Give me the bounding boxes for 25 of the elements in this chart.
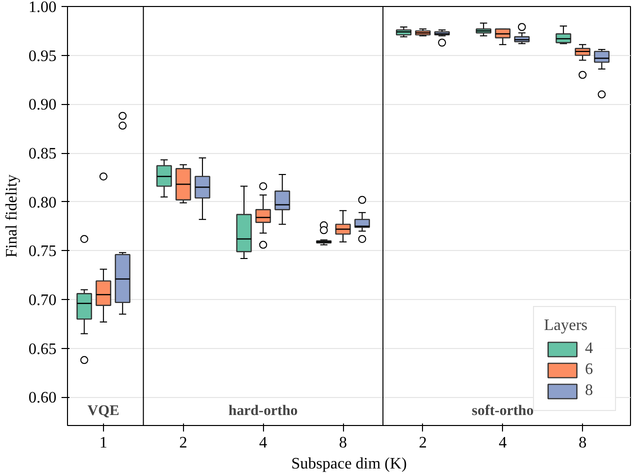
legend-title: Layers <box>544 317 589 335</box>
x-tick-label: 8 <box>339 434 348 452</box>
legend-label: 4 <box>585 340 594 358</box>
annotation: VQE <box>88 402 120 419</box>
x-tick-label: 1 <box>99 434 108 452</box>
x-tick-label: 4 <box>259 434 268 452</box>
y-tick-label: 0.60 <box>28 390 56 407</box>
annotation: soft-ortho <box>472 402 534 419</box>
y-tick-label: 1.00 <box>28 0 56 16</box>
x-tick-label: 2 <box>179 434 188 452</box>
y-tick-label: 0.80 <box>28 194 56 212</box>
legend-label: 6 <box>585 361 594 379</box>
x-axis-title: Subspace dim (K) <box>291 456 407 472</box>
x-tick-label: 2 <box>418 434 427 452</box>
y-axis-title: Final fidelity <box>4 174 20 258</box>
y-tick-label: 0.65 <box>28 340 56 358</box>
legend-label: 8 <box>585 382 594 400</box>
x-tick-label: 8 <box>578 434 587 452</box>
y-tick-label: 0.85 <box>28 146 56 163</box>
y-tick-label: 0.95 <box>28 48 56 65</box>
annotation: hard-ortho <box>228 402 298 419</box>
y-tick-label: 0.75 <box>28 243 56 260</box>
y-tick-label: 0.90 <box>28 96 56 114</box>
x-tick-label: 4 <box>498 434 507 452</box>
y-tick-label: 0.70 <box>28 292 56 310</box>
